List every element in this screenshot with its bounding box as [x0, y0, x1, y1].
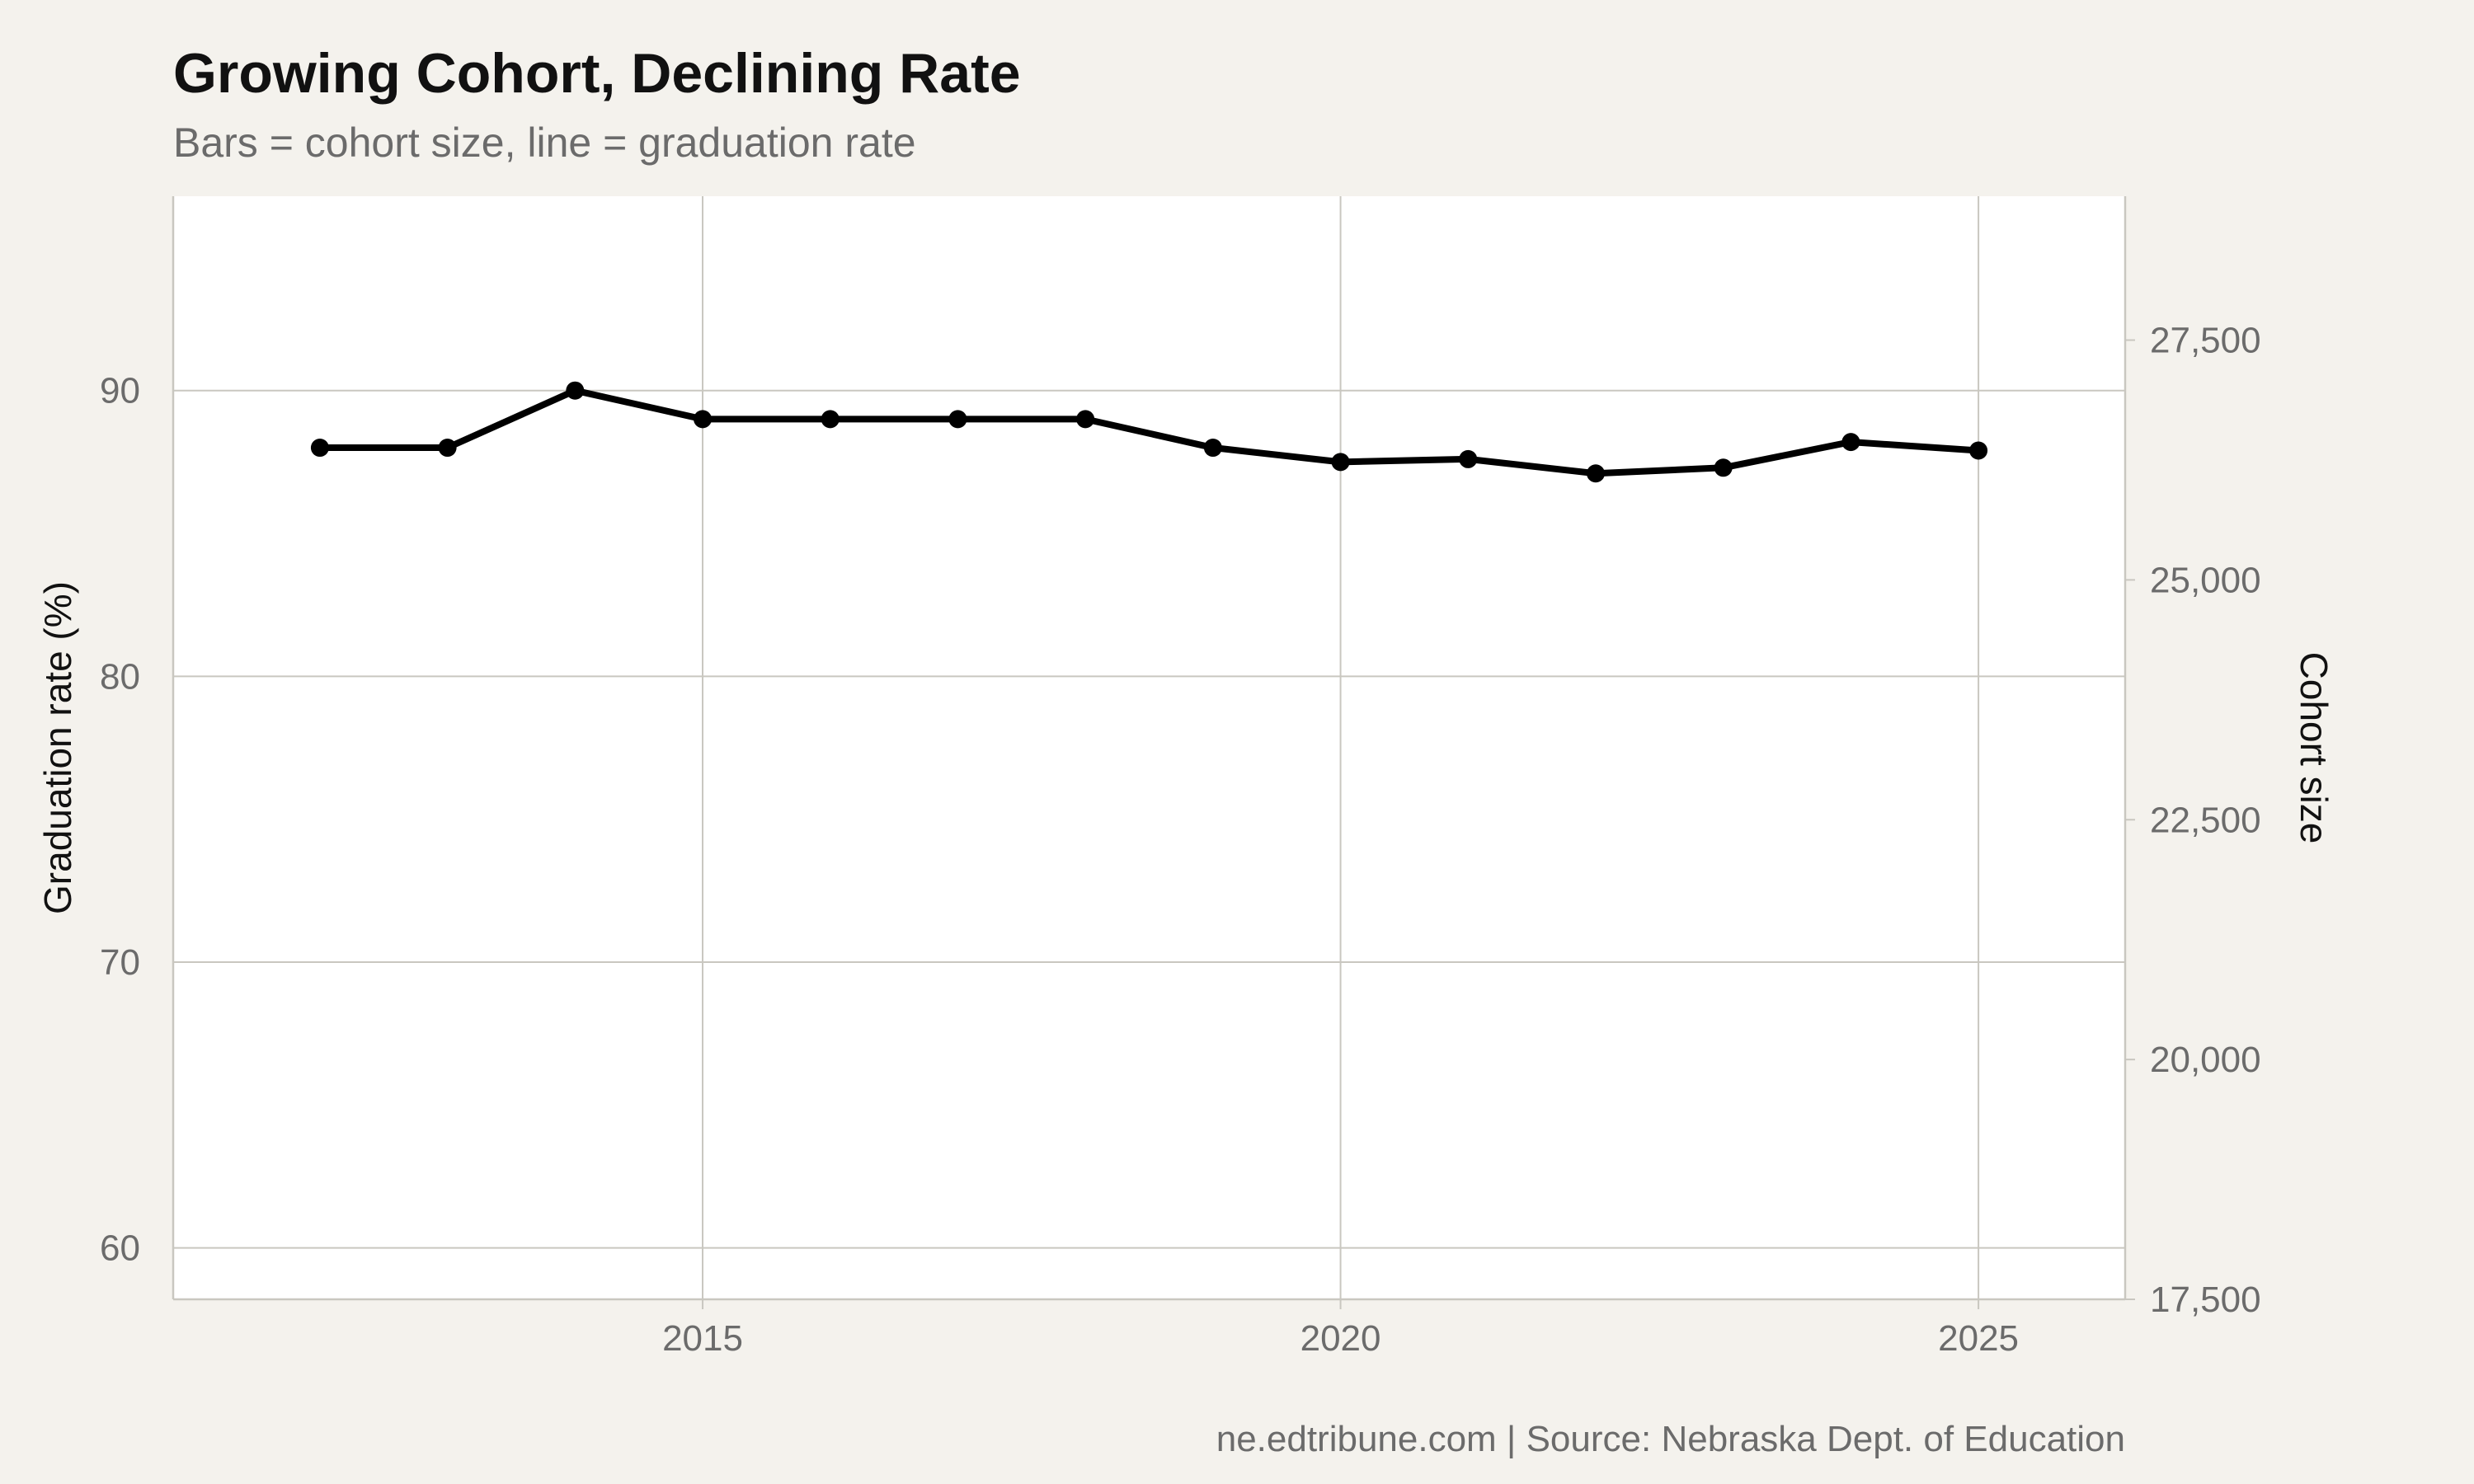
- graduation-rate-line: [316, 387, 1982, 477]
- data-point-2012: [310, 439, 329, 458]
- data-point-2015: [694, 410, 713, 429]
- tick-labels: 2015 2020 2025 60 70 80 90 17,500 20,000 22,500 25…: [100, 321, 2261, 1359]
- x-tick-label-2020: 2020: [1300, 1318, 1381, 1359]
- data-point-2022: [1586, 464, 1605, 483]
- data-point-2016: [821, 410, 840, 429]
- y2-axis-title: Cohort size: [2293, 652, 2335, 844]
- y-tick-label-70: 70: [100, 942, 140, 983]
- data-point-2024: [1841, 433, 1860, 452]
- data-point-2018: [1076, 410, 1095, 429]
- data-point-2013: [438, 439, 457, 458]
- chart-title: Growing Cohort, Declining Rate: [173, 42, 1021, 105]
- series-graduation-rate: [310, 381, 1988, 483]
- y-tick-label-90: 90: [100, 371, 140, 411]
- chart-subtitle: Bars = cohort size, line = graduation ra…: [173, 120, 916, 166]
- data-point-2020: [1331, 453, 1350, 472]
- data-point-2019: [1203, 439, 1222, 458]
- y2-tick-label-25000: 25,000: [2150, 560, 2261, 600]
- data-point-2023: [1714, 458, 1733, 477]
- data-point-2021: [1459, 449, 1478, 468]
- x-tick-label-2025: 2025: [1938, 1318, 2019, 1359]
- y-axis-title: Graduation rate (%): [36, 581, 79, 914]
- plot-panel: [173, 196, 2125, 1299]
- x-tick-label-2015: 2015: [662, 1318, 743, 1359]
- chart-caption: ne.edtribune.com | Source: Nebraska Dept…: [1216, 1419, 2125, 1459]
- y2-tick-label-20000: 20,000: [2150, 1040, 2261, 1080]
- y2-tick-label-17500: 17,500: [2150, 1280, 2261, 1320]
- data-point-2025: [1969, 441, 1988, 460]
- y2-tick-label-27500: 27,500: [2150, 321, 2261, 361]
- y-tick-label-60: 60: [100, 1228, 140, 1269]
- y2-tick-label-22500: 22,500: [2150, 800, 2261, 840]
- data-point-2014: [566, 381, 585, 400]
- grid-lines: [173, 196, 2125, 1299]
- data-point-2017: [948, 410, 967, 429]
- axes: [172, 196, 2135, 1309]
- y-tick-label-80: 80: [100, 656, 140, 697]
